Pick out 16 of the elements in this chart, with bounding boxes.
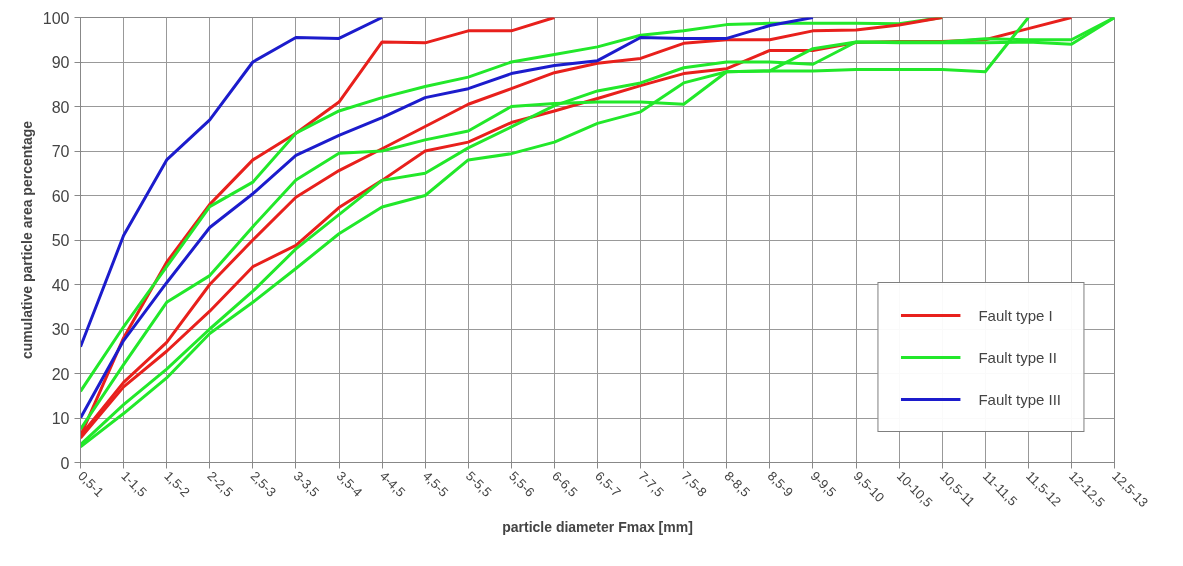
- y-tick-label: 20: [51, 365, 70, 383]
- y-tick-label: 70: [51, 143, 70, 160]
- y-tick-label: 10: [51, 410, 70, 427]
- y-tick-label: 100: [42, 9, 70, 27]
- y-tick-label: 50: [51, 232, 70, 249]
- legend-label: Fault type III: [978, 390, 1061, 408]
- legend-label: Fault type II: [978, 348, 1057, 366]
- y-tick-label: 0: [60, 454, 70, 472]
- legend-label: Fault type I: [978, 306, 1053, 324]
- y-tick-label: 90: [51, 54, 70, 71]
- y-tick-label: 80: [51, 98, 70, 116]
- y-axis-title: cumulative particle area percentage: [18, 120, 35, 360]
- y-tick-label: 40: [51, 276, 70, 294]
- y-tick-label: 30: [51, 321, 70, 338]
- y-tick-label: 60: [51, 187, 70, 205]
- x-axis-title: particle diameter Fmax [mm]: [502, 519, 693, 536]
